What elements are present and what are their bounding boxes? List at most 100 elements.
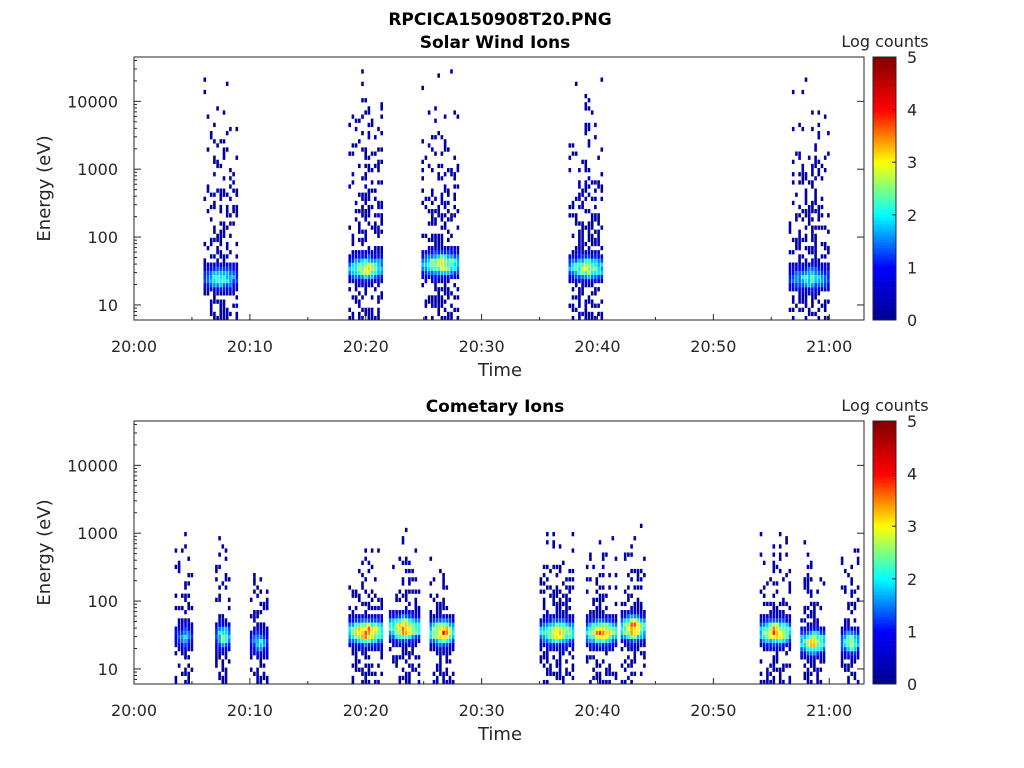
data-cell [571,548,575,553]
data-cell [592,626,595,631]
data-cell [601,573,605,578]
data-cell [377,307,380,312]
data-cell [791,172,795,177]
data-cell [354,647,358,652]
data-cell [456,184,460,189]
data-cell [850,610,853,615]
data-cell [806,638,810,644]
data-cell [232,262,235,267]
data-cell [377,679,380,685]
data-cell [807,204,811,210]
burst-2 [421,69,460,321]
colorbar-segment [873,160,896,163]
data-cell [453,250,456,255]
data-cell [782,626,785,631]
data-cell [209,237,213,243]
data-cell [558,663,562,668]
data-cell [791,237,795,243]
colorbar-segment [873,309,896,312]
data-cell [364,647,367,652]
data-cell [759,618,763,623]
colorbar-segment [873,491,896,494]
x-tick-label: 21:00 [806,337,852,356]
data-cell [587,122,591,128]
data-cell [608,671,611,676]
data-cell [354,642,358,648]
colorbar-segment [873,129,896,132]
data-cell [769,618,772,623]
data-cell [417,663,421,668]
data-cell [227,597,231,602]
data-cell [639,568,643,574]
data-cell [633,638,637,644]
data-cell [453,262,456,267]
data-cell [447,291,450,296]
data-cell [627,610,630,615]
data-cell [388,647,392,652]
data-cell [227,605,231,611]
data-cell [364,237,367,243]
data-cell [181,605,184,611]
data-cell [562,630,565,635]
data-cell [791,295,795,300]
data-cell [627,552,630,557]
x-tick-label: 20:30 [459,337,505,356]
data-cell [380,204,383,210]
data-cell [348,225,351,230]
data-cell [421,274,424,280]
data-cell [600,266,604,271]
data-cell [401,647,405,652]
data-cell [633,630,637,635]
data-cell [643,614,646,619]
data-cell [595,659,599,664]
data-cell [549,630,552,635]
data-cell [216,287,219,292]
data-cell [555,638,559,644]
data-cell [589,638,592,644]
data-cell [814,254,817,259]
data-cell [190,622,194,627]
data-cell [800,626,803,631]
data-cell [844,642,847,648]
data-cell [442,630,445,635]
data-cell [374,618,377,623]
data-cell [807,291,811,296]
colorbar-segment [873,594,896,597]
data-cell [434,233,437,238]
data-cell [358,667,361,672]
data-cell [184,622,187,627]
colorbar-segment [873,675,896,678]
colorbar-segment [873,298,896,301]
data-cell [633,618,637,623]
data-cell [587,139,591,144]
data-cell [262,630,266,635]
data-cell [611,622,615,627]
data-cell [555,593,559,598]
data-cell [795,192,798,197]
data-cell [361,667,364,672]
data-cell [565,618,568,623]
data-cell [448,642,452,648]
data-cell [578,295,581,300]
data-cell [225,315,229,321]
data-cell [597,311,600,317]
data-cell [759,659,763,664]
colorbar-segment [873,434,896,437]
data-cell [585,659,589,664]
data-cell [769,663,772,668]
data-cell [184,610,187,615]
data-cell [414,548,418,553]
data-cell [806,589,810,594]
data-cell [592,642,595,648]
data-cell [421,270,424,275]
data-cell [377,597,380,602]
data-cell [232,266,235,271]
data-cell [354,655,358,660]
data-cell [766,614,769,619]
data-cell [440,315,444,321]
data-cell [374,229,377,234]
data-cell [813,601,816,607]
data-cell [453,283,456,288]
data-cell [177,605,181,611]
data-cell [589,556,592,561]
